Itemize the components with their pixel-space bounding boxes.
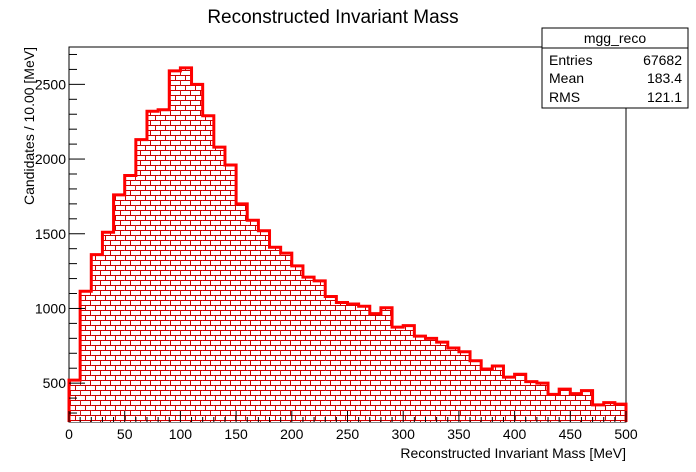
- histogram-bin: [570, 393, 582, 422]
- histogram-bin: [280, 253, 292, 422]
- histogram-bin: [224, 165, 237, 422]
- histogram-bin: [258, 230, 270, 422]
- bars-group: [69, 67, 626, 423]
- histogram-bin: [291, 265, 303, 422]
- histogram-bin: [236, 203, 248, 422]
- histogram-bin: [113, 194, 125, 422]
- histogram-bin: [336, 302, 348, 422]
- histogram-bin: [525, 381, 537, 422]
- histogram-bin: [247, 220, 259, 422]
- histogram-bin: [124, 175, 136, 422]
- histogram-bin: [392, 327, 404, 422]
- x-tick-label: 300: [392, 426, 416, 442]
- stats-mean-value: 183.4: [647, 70, 682, 86]
- histogram-bin: [180, 67, 192, 423]
- histogram-bin: [592, 404, 604, 422]
- histogram-bin: [548, 394, 560, 422]
- histogram-bin: [302, 277, 315, 422]
- x-tick-label: 250: [336, 426, 360, 442]
- histogram-bin: [80, 291, 92, 422]
- histogram-bin: [603, 402, 615, 422]
- histogram-bin: [536, 383, 549, 422]
- x-tick-label: 450: [559, 426, 583, 442]
- histogram-bin: [314, 280, 326, 422]
- x-tick-label: 150: [224, 426, 248, 442]
- histogram-bin: [481, 368, 493, 422]
- histogram-bin: [403, 325, 415, 422]
- histogram-bin: [559, 389, 571, 422]
- x-axis-title: Reconstructed Invariant Mass [MeV]: [400, 445, 626, 461]
- x-tick-label: 200: [280, 426, 304, 442]
- stats-entries-label: Entries: [549, 52, 593, 68]
- histogram-bin: [102, 232, 114, 422]
- x-axis: 0 50 100 150 200 250 300 350 400 450 500: [65, 411, 638, 442]
- histogram-bin: [425, 338, 437, 422]
- histogram-bin: [614, 404, 626, 422]
- histogram-outline: [67, 66, 628, 422]
- chart-title: Reconstructed Invariant Mass: [207, 7, 458, 28]
- y-tick-label: 1500: [35, 226, 66, 242]
- histogram-bin: [514, 374, 526, 422]
- histogram-bin: [325, 296, 337, 422]
- stats-entries-value: 67682: [643, 52, 682, 68]
- histogram-bin: [191, 84, 203, 423]
- y-axis: 500 1000 1500 2000 2500: [35, 53, 85, 414]
- x-tick-label: 400: [503, 426, 527, 442]
- x-tick-label: 350: [447, 426, 471, 442]
- histogram-bin: [269, 247, 281, 422]
- histogram-bin: [347, 303, 359, 422]
- stats-mean-label: Mean: [549, 70, 584, 86]
- histogram-bin: [458, 351, 471, 422]
- histogram-bin: [581, 390, 593, 422]
- stats-box: mgg_reco Entries 67682 Mean 183.4 RMS 12…: [541, 27, 689, 109]
- stats-rms-label: RMS: [549, 89, 580, 105]
- y-axis-title: Candidates / 10.00 [MeV]: [21, 47, 37, 205]
- histogram-bin: [369, 313, 381, 422]
- histogram-bin: [91, 254, 103, 422]
- histogram-bin: [135, 139, 147, 422]
- histogram-bin: [503, 377, 515, 422]
- histogram-bin: [213, 147, 225, 422]
- histogram-bin: [169, 70, 181, 422]
- histogram-bin: [414, 336, 426, 422]
- stats-rms-value: 121.1: [647, 89, 682, 105]
- x-tick-label: 100: [169, 426, 193, 442]
- histogram-bin: [436, 342, 448, 422]
- histogram-bin: [158, 109, 170, 423]
- y-tick-label: 2000: [35, 151, 66, 167]
- plot-area: 0 50 100 150 200 250 300 350 400 450 500 500 1000 15…: [35, 46, 638, 442]
- stats-box-frame: [541, 27, 689, 109]
- stats-box-name: mgg_reco: [584, 30, 646, 46]
- x-tick-label: 0: [65, 426, 73, 442]
- histogram-bin: [447, 348, 459, 422]
- y-tick-label: 500: [43, 375, 67, 391]
- histogram-bin: [470, 360, 482, 422]
- histogram-bin: [69, 380, 81, 422]
- y-tick-label: 1000: [35, 300, 66, 316]
- histogram-bin: [202, 115, 214, 422]
- x-tick-label: 50: [117, 426, 133, 442]
- histogram-bin: [358, 306, 370, 422]
- histogram-bin: [146, 111, 159, 422]
- histogram-bin: [492, 365, 504, 422]
- y-tick-label: 2500: [35, 76, 66, 92]
- histogram-bin: [380, 307, 393, 422]
- x-tick-label: 500: [614, 426, 638, 442]
